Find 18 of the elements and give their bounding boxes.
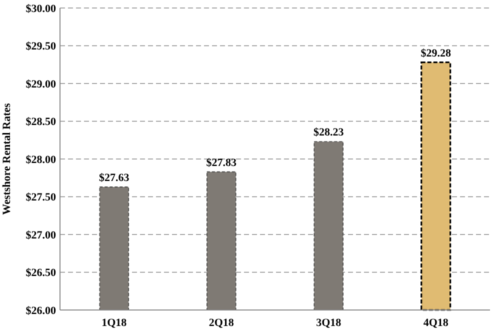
- y-tick-label: $26.00: [26, 304, 56, 317]
- y-tick-label: $26.50: [26, 267, 56, 280]
- data-label: $27.63: [99, 172, 130, 184]
- y-tick-label: $29.50: [26, 40, 56, 53]
- y-tick-label: $28.00: [26, 154, 56, 166]
- y-tick-label: $27.50: [26, 192, 56, 204]
- x-tick-label: 1Q18: [102, 317, 128, 329]
- data-label: $29.28: [420, 47, 452, 60]
- data-label: $27.83: [206, 156, 238, 169]
- x-tick-label: 3Q18: [316, 317, 342, 329]
- y-tick-label: $30.00: [26, 2, 56, 15]
- y-tick-label: $28.50: [26, 116, 56, 128]
- y-axis-title: Westshore Rental Rates: [1, 102, 13, 215]
- data-label: $28.23: [313, 126, 344, 139]
- y-tick-label: $29.00: [26, 78, 56, 90]
- y-tick-label: $27.00: [26, 229, 56, 242]
- x-tick-label: 4Q18: [423, 317, 449, 329]
- x-tick-label: 2Q18: [208, 317, 234, 329]
